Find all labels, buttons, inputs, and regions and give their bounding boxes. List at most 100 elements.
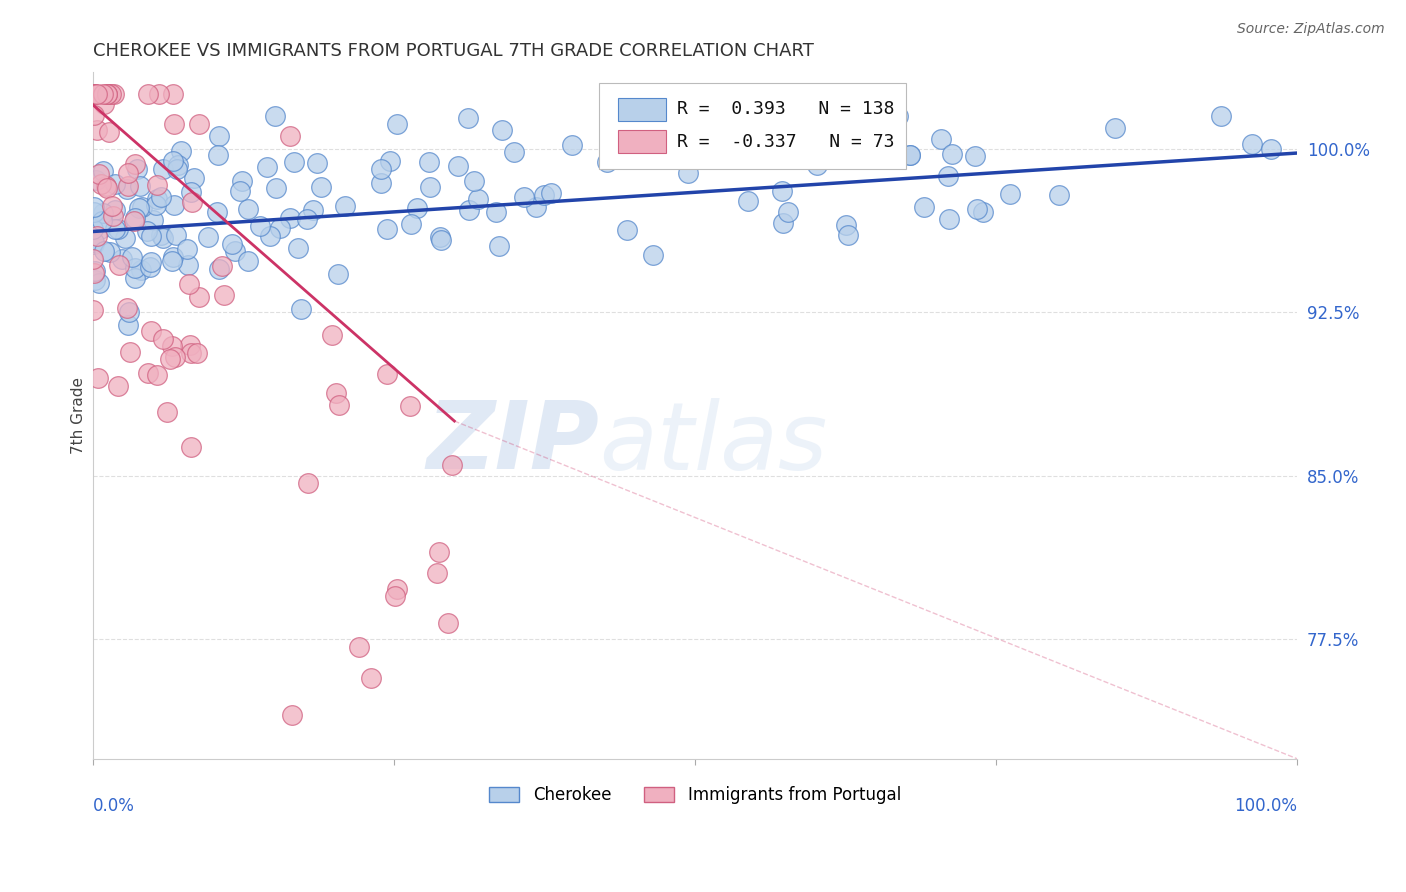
FancyBboxPatch shape <box>619 130 666 153</box>
Point <box>278 129 301 144</box>
Point <box>1047 187 1070 202</box>
Point <box>295 211 318 226</box>
Point <box>998 187 1021 202</box>
Point <box>162 154 184 169</box>
Point <box>488 239 510 253</box>
Text: ZIP: ZIP <box>426 397 599 489</box>
Point <box>966 202 988 216</box>
Point <box>83 205 105 219</box>
Point <box>447 159 470 173</box>
Point <box>737 194 759 209</box>
Point <box>211 259 233 273</box>
Point <box>503 145 526 159</box>
Point <box>101 199 124 213</box>
Point <box>163 198 186 212</box>
Point <box>378 154 401 169</box>
Text: atlas: atlas <box>599 398 827 489</box>
Text: CHEROKEE VS IMMIGRANTS FROM PORTUGAL 7TH GRADE CORRELATION CHART: CHEROKEE VS IMMIGRANTS FROM PORTUGAL 7TH… <box>93 42 814 60</box>
Point <box>208 128 231 143</box>
Point <box>83 108 105 122</box>
Point <box>485 204 508 219</box>
Point <box>321 327 343 342</box>
Text: R =  0.393   N = 138: R = 0.393 N = 138 <box>678 101 894 119</box>
Point <box>145 198 167 212</box>
Point <box>125 162 148 177</box>
Text: Source: ZipAtlas.com: Source: ZipAtlas.com <box>1237 22 1385 37</box>
Point <box>82 87 104 102</box>
Point <box>264 109 287 123</box>
Point <box>269 220 291 235</box>
Point <box>186 346 208 360</box>
Point <box>107 222 129 236</box>
Point <box>96 180 118 194</box>
Point <box>266 181 288 195</box>
Point <box>678 166 700 180</box>
Point <box>540 186 562 201</box>
Point <box>513 190 536 204</box>
Point <box>152 161 174 176</box>
Point <box>131 200 153 214</box>
Point <box>1209 109 1232 123</box>
Point <box>806 158 828 172</box>
Point <box>86 228 108 243</box>
Point <box>177 277 200 291</box>
Point <box>596 154 619 169</box>
Point <box>405 202 427 216</box>
Point <box>100 87 122 102</box>
Point <box>770 184 793 198</box>
Point <box>82 302 104 317</box>
Point <box>83 273 105 287</box>
Point <box>91 164 114 178</box>
Point <box>86 370 108 384</box>
Point <box>120 344 142 359</box>
Point <box>616 223 638 237</box>
Point <box>166 161 188 176</box>
Point <box>207 204 229 219</box>
Point <box>231 174 253 188</box>
Point <box>463 174 485 188</box>
Point <box>117 182 139 196</box>
Point <box>124 260 146 275</box>
Point <box>385 582 408 597</box>
Point <box>124 270 146 285</box>
Point <box>425 566 447 581</box>
Point <box>149 190 172 204</box>
Point <box>533 187 555 202</box>
Point <box>197 230 219 244</box>
Point <box>90 177 112 191</box>
Point <box>375 367 398 381</box>
Point <box>929 132 952 146</box>
Point <box>98 245 121 260</box>
Point <box>370 177 392 191</box>
Point <box>837 227 859 242</box>
Point <box>101 209 124 223</box>
Point <box>441 458 464 472</box>
Point <box>118 304 141 318</box>
Point <box>91 87 114 102</box>
Point <box>160 254 183 268</box>
Point <box>737 109 759 123</box>
Point <box>360 671 382 685</box>
Point <box>87 167 110 181</box>
Point <box>82 87 104 102</box>
Point <box>1104 121 1126 136</box>
Point <box>156 405 179 419</box>
Point <box>297 475 319 490</box>
Point <box>82 252 104 266</box>
Point <box>972 204 994 219</box>
Point <box>84 87 107 102</box>
Point <box>183 171 205 186</box>
Point <box>146 178 169 192</box>
Point <box>776 205 799 219</box>
FancyBboxPatch shape <box>599 83 905 169</box>
Point <box>124 211 146 226</box>
Point <box>93 96 115 111</box>
Point <box>224 244 246 258</box>
Point <box>89 222 111 236</box>
Point <box>333 199 356 213</box>
Point <box>418 155 440 169</box>
Point <box>86 123 108 137</box>
Point <box>166 158 188 172</box>
Point <box>370 161 392 176</box>
Point <box>309 179 332 194</box>
